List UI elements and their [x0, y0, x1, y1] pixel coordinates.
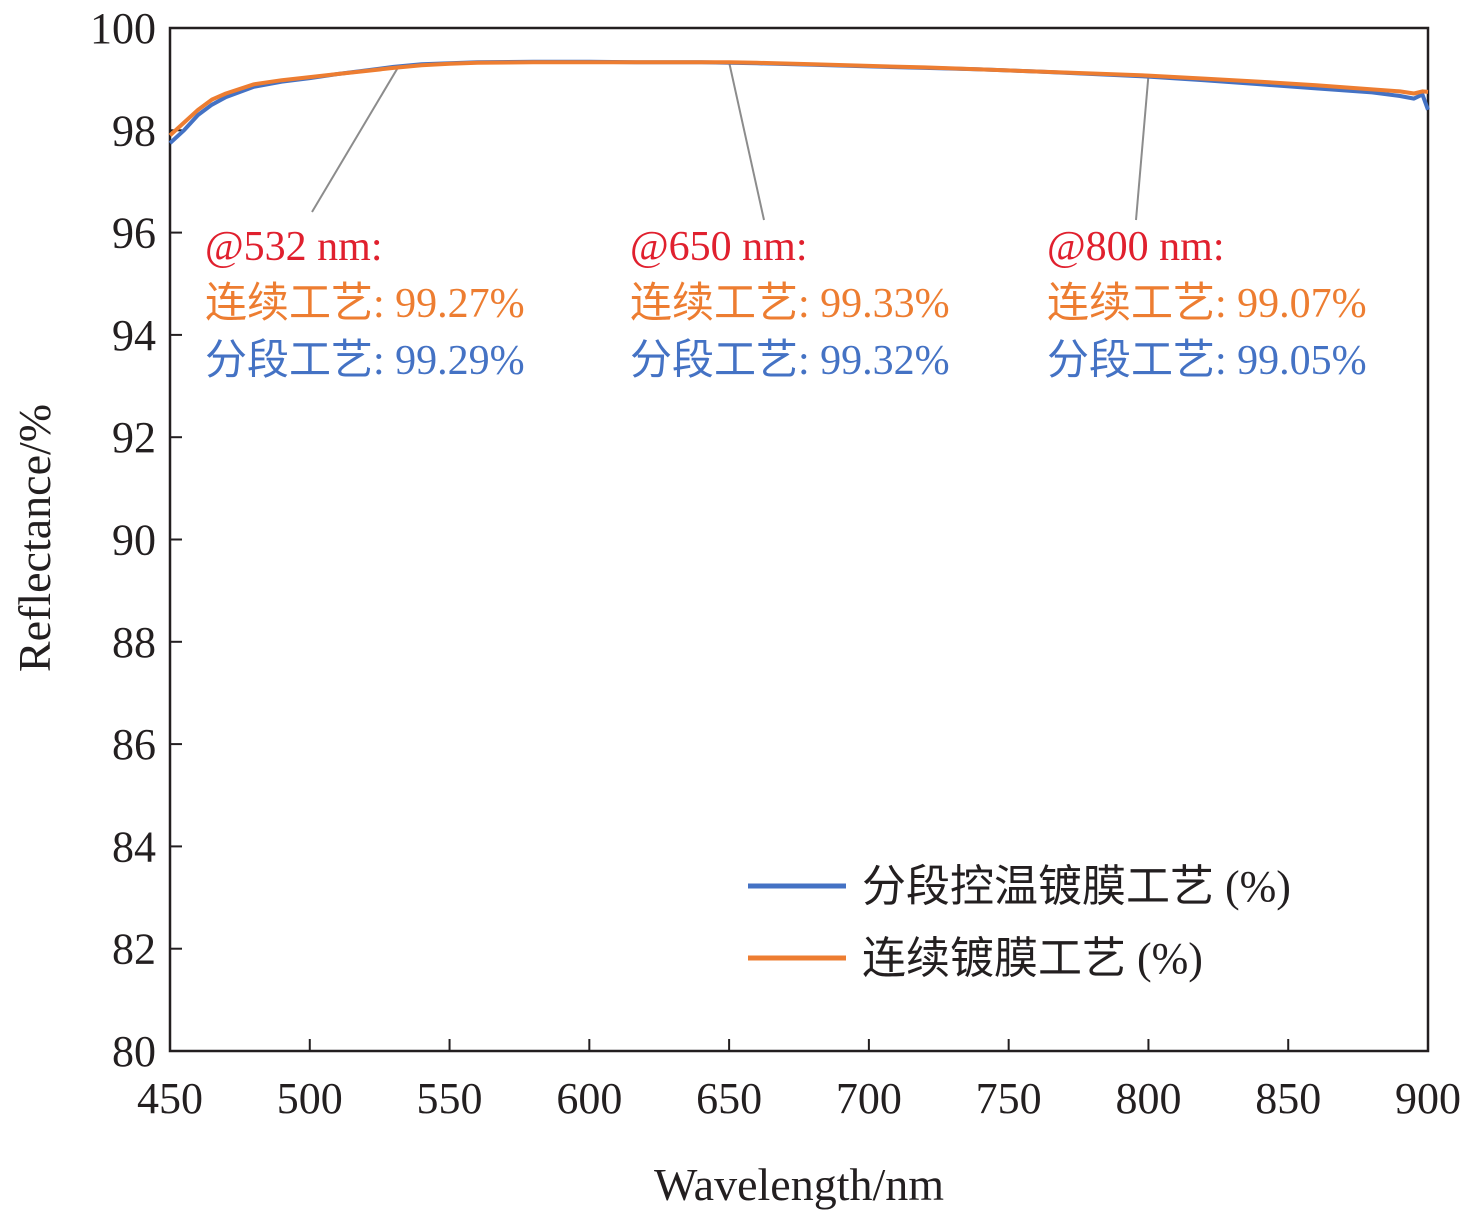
y-tick-label: 94: [112, 311, 156, 360]
x-tick-label: 550: [417, 1074, 483, 1123]
y-axis-title: Reflectance/%: [9, 404, 60, 672]
x-tick-label: 500: [277, 1074, 343, 1123]
annotation-segmented-value: 分段工艺: 99.05%: [1047, 338, 1367, 384]
x-tick-label: 850: [1255, 1074, 1321, 1123]
y-tick-label: 88: [112, 618, 156, 667]
annotation-continuous-value: 连续工艺: 99.27%: [205, 281, 525, 327]
annotations: @532 nm: 连续工艺: 99.27% 分段工艺: 99.29% @650 nm:…: [205, 224, 1367, 384]
annotation-leader-line: [728, 62, 765, 221]
x-tick-label: 600: [556, 1074, 622, 1123]
y-axis-ticks: 80 82 84 86 88 90 92 94 96 98 100: [90, 4, 182, 1076]
annotation-head: @650 nm:: [630, 224, 808, 270]
x-tick-label: 750: [976, 1074, 1042, 1123]
annotation-segmented-value: 分段工艺: 99.29%: [205, 338, 525, 384]
y-tick-label: 96: [112, 209, 156, 258]
annotation-segmented-value: 分段工艺: 99.32%: [630, 338, 950, 384]
y-tick-label: 100: [90, 4, 156, 53]
annotation-head: @800 nm:: [1047, 224, 1225, 270]
annotation-continuous-value: 连续工艺: 99.07%: [1047, 281, 1367, 327]
x-axis-ticks: 450 500 550 600 650 700 750 800 850 900: [137, 1039, 1461, 1123]
x-tick-label: 900: [1395, 1074, 1461, 1123]
legend-label: 分段控温镀膜工艺 (%): [862, 862, 1291, 911]
annotation-leader-lines: [311, 62, 1150, 221]
y-tick-label: 98: [112, 106, 156, 155]
series-line-continuous: [168, 60, 1429, 137]
y-tick-label: 90: [112, 516, 156, 565]
y-tick-label: 82: [112, 925, 156, 974]
legend: 分段控温镀膜工艺 (%) 连续镀膜工艺 (%): [748, 862, 1291, 983]
y-tick-label: 92: [112, 413, 156, 462]
y-tick-label: 86: [112, 720, 156, 769]
x-axis-title: Wavelength/nm: [654, 1159, 944, 1210]
annotation-leader-line: [311, 64, 401, 213]
series-line-segmented: [168, 59, 1430, 145]
annotation-leader-line: [1135, 75, 1150, 221]
x-tick-label: 650: [696, 1074, 762, 1123]
x-tick-label: 800: [1115, 1074, 1181, 1123]
data-series: [168, 59, 1430, 145]
annotation-head: @532 nm:: [205, 224, 383, 270]
x-tick-label: 700: [836, 1074, 902, 1123]
y-tick-label: 80: [112, 1027, 156, 1076]
annotation-continuous-value: 连续工艺: 99.33%: [630, 281, 950, 327]
legend-label: 连续镀膜工艺 (%): [862, 934, 1203, 983]
x-tick-label: 450: [137, 1074, 203, 1123]
y-tick-label: 84: [112, 822, 156, 871]
